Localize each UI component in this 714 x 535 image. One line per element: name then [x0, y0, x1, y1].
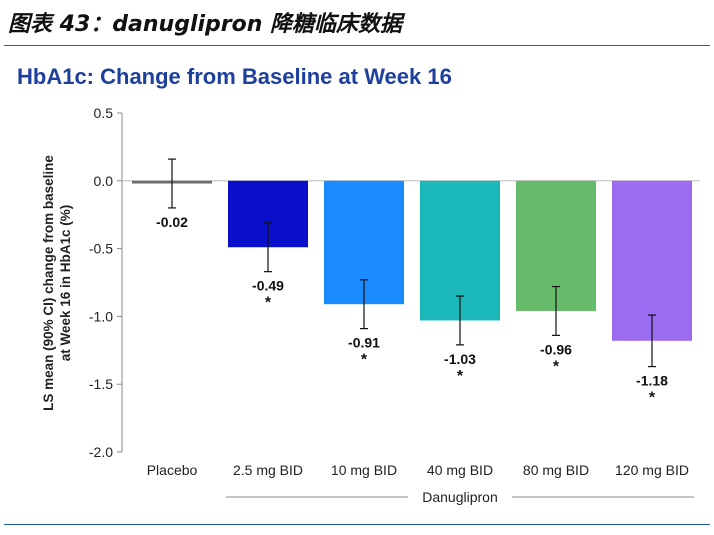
significance-marker: * [553, 358, 560, 375]
significance-marker: * [265, 295, 272, 312]
bar [612, 180, 692, 341]
x-tick-label: 2.5 mg BID [233, 462, 303, 478]
y-tick-label: -1.0 [89, 308, 113, 324]
x-tick-label: 120 mg BID [615, 462, 689, 478]
y-axis-label-line: LS mean (90% CI) change from baseline [41, 155, 56, 411]
data-label: -1.03 [444, 351, 476, 367]
significance-marker: * [649, 390, 656, 407]
caption-rule-top [4, 45, 710, 46]
data-label: -0.49 [252, 278, 284, 294]
x-tick-label: 80 mg BID [523, 462, 589, 478]
y-tick-label: -2.0 [89, 444, 113, 460]
y-tick-label: 0.0 [94, 173, 114, 189]
significance-marker: * [457, 368, 464, 385]
data-label: -0.91 [348, 335, 380, 351]
y-tick-label: -0.5 [89, 241, 113, 257]
data-label: -0.02 [156, 214, 188, 230]
y-tick-label: 0.5 [94, 105, 114, 121]
y-tick-label: -1.5 [89, 376, 113, 392]
data-label: -0.96 [540, 341, 572, 357]
chart-title: HbA1c: Change from Baseline at Week 16 [17, 64, 452, 89]
y-axis-label: LS mean (90% CI) change from baseline at … [41, 155, 73, 411]
figure-caption: 图表 43：danuglipron 降糖临床数据 [8, 12, 403, 37]
x-tick-label: 40 mg BID [427, 462, 493, 478]
data-label: -1.18 [636, 373, 668, 389]
caption-rule-bottom [4, 524, 710, 525]
significance-marker: * [361, 352, 368, 369]
x-tick-label: Placebo [147, 462, 198, 478]
y-axis-label-line: at Week 16 in HbA1c (%) [58, 205, 73, 362]
x-axis-group-label: Danuglipron [422, 489, 498, 505]
x-tick-label: 10 mg BID [331, 462, 397, 478]
